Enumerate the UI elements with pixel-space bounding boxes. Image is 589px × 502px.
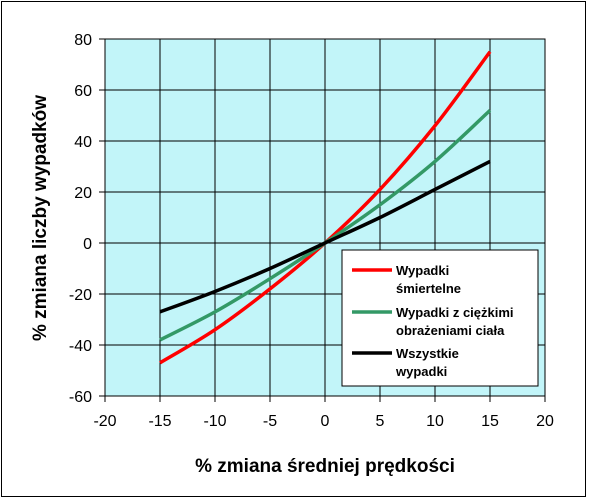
legend-label: wypadki xyxy=(395,364,447,379)
x-tick-label: -5 xyxy=(263,413,277,430)
y-tick-label: 20 xyxy=(74,185,92,202)
legend-label: Wypadki xyxy=(396,263,449,278)
x-tick-label: 20 xyxy=(536,413,554,430)
series-line-2 xyxy=(159,159,491,314)
x-tick-label: 15 xyxy=(481,413,499,430)
legend-label: Wszystkie xyxy=(396,346,459,361)
y-axis-title: % zmiana liczby wypadków xyxy=(30,95,51,341)
x-tick-label: -15 xyxy=(148,413,171,430)
legend-label: śmiertelne xyxy=(396,281,461,296)
y-tick-label: 60 xyxy=(74,83,92,100)
y-tick-label: 0 xyxy=(83,236,92,253)
y-tick-label: 80 xyxy=(74,32,92,49)
x-tick-label: 5 xyxy=(376,413,385,430)
x-tick-label: -10 xyxy=(203,413,226,430)
y-tick-label: -20 xyxy=(69,287,92,304)
legend-label: obrażeniami ciała xyxy=(396,323,505,338)
y-tick-label: -40 xyxy=(69,338,92,355)
x-tick-label: 0 xyxy=(321,413,330,430)
y-tick-label: -60 xyxy=(69,389,92,406)
x-tick-label: 10 xyxy=(426,413,444,430)
legend-label: Wypadki z ciężkimi xyxy=(396,305,514,320)
x-axis-title: % zmiana średniej prędkości xyxy=(195,456,455,477)
y-tick-label: 40 xyxy=(74,134,92,151)
x-tick-label: -20 xyxy=(93,413,116,430)
legend-box xyxy=(341,249,539,387)
